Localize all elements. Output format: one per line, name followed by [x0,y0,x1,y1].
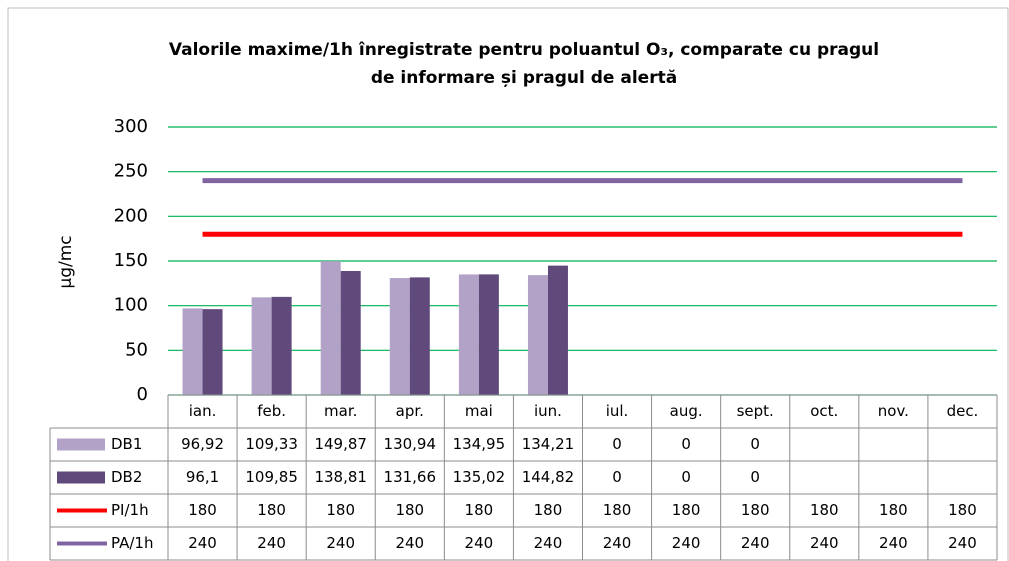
table-value: 240 [188,534,217,552]
chart-title: Valorile maxime/1h înregistrate pentru p… [169,40,879,60]
table-value: 240 [257,534,286,552]
x-tick-label: aug. [670,402,703,420]
table-value: 135,02 [453,468,506,486]
bar [271,296,292,395]
x-tick-label: sept. [737,402,774,420]
table-value: 0 [750,435,760,453]
table-value: 180 [672,501,701,519]
table-value: 130,94 [384,435,437,453]
table-value: 240 [534,534,563,552]
bar [182,308,203,395]
table-value: 131,66 [384,468,437,486]
table-value: 240 [810,534,839,552]
table-value: 109,33 [245,435,298,453]
table-value: 180 [603,501,632,519]
x-tick-label: feb. [257,402,286,420]
table-value: 180 [879,501,908,519]
legend-label: DB2 [111,468,142,486]
table-value: 180 [188,501,217,519]
legend-label: PI/1h [111,501,149,519]
bar [458,274,479,395]
table-value: 180 [465,501,494,519]
table-value: 180 [395,501,424,519]
legend-label: PA/1h [111,534,153,552]
table-value: 240 [603,534,632,552]
y-tick-label: 300 [114,116,148,137]
table-value: 0 [750,468,760,486]
table-value: 180 [741,501,770,519]
table-value: 240 [741,534,770,552]
table-value: 180 [326,501,355,519]
table-value: 180 [534,501,563,519]
table-value: 0 [681,468,691,486]
legend-swatch [57,471,105,484]
bar [202,309,223,395]
x-tick-label: nov. [878,402,909,420]
y-tick-label: 200 [114,205,148,226]
x-tick-label: oct. [810,402,838,420]
x-tick-label: apr. [396,402,424,420]
legend-label: DB1 [111,435,142,453]
table-value: 240 [395,534,424,552]
table-value: 109,85 [245,468,298,486]
bar [251,297,272,395]
bar [320,261,341,395]
x-tick-label: iun. [534,402,562,420]
chart-border [7,7,1009,561]
bar [340,270,361,395]
y-axis-label: µg/mc [56,235,76,288]
y-tick-label: 250 [114,161,148,182]
y-tick-label: 0 [137,384,148,405]
table-value: 240 [465,534,494,552]
table-value: 144,82 [522,468,575,486]
table-value: 180 [257,501,286,519]
legend-swatch [57,438,105,451]
table-value: 0 [612,435,622,453]
table-value: 0 [612,468,622,486]
table-value: 0 [681,435,691,453]
bar [409,277,430,395]
x-tick-label: dec. [947,402,979,420]
y-tick-label: 100 [114,295,148,316]
y-tick-label: 150 [114,250,148,271]
bar [389,278,410,395]
table-value: 240 [948,534,977,552]
x-tick-label: mar. [324,402,357,420]
table-value: 134,21 [522,435,575,453]
table-value: 240 [672,534,701,552]
table-value: 149,87 [314,435,367,453]
bar [478,274,499,395]
x-tick-label: ian. [189,402,217,420]
table-value: 180 [948,501,977,519]
table-value: 180 [810,501,839,519]
x-tick-label: mai [465,402,493,420]
table-value: 138,81 [314,468,367,486]
chart-title: de informare și pragul de alertă [371,68,677,88]
table-value: 240 [326,534,355,552]
y-tick-label: 50 [125,339,148,360]
x-tick-label: iul. [606,402,629,420]
table-value: 96,92 [181,435,224,453]
table-value: 240 [879,534,908,552]
bar [527,275,548,395]
table-value: 96,1 [186,468,219,486]
bar [547,265,568,395]
table-value: 134,95 [453,435,506,453]
